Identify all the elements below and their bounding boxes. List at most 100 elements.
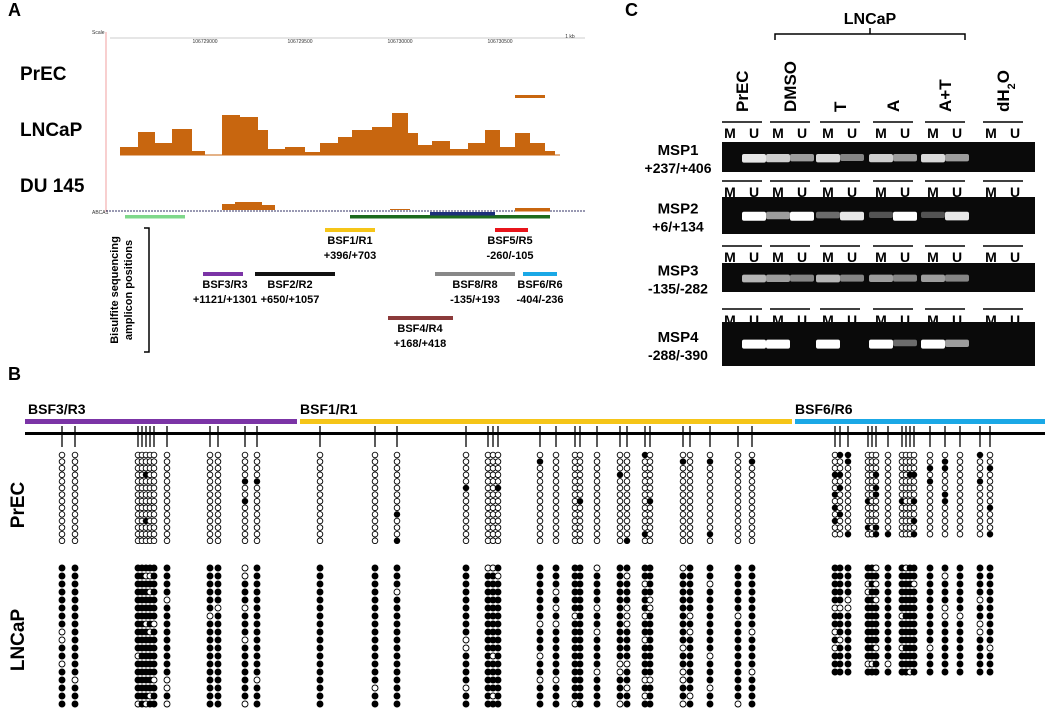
cpg-site bbox=[734, 652, 742, 660]
cpg-site bbox=[884, 636, 892, 644]
cpg-site bbox=[679, 458, 687, 465]
cpg-site bbox=[926, 604, 934, 612]
cpg-site bbox=[679, 464, 687, 472]
cpg-site bbox=[214, 517, 222, 525]
cpg-site bbox=[616, 504, 624, 512]
coverage-bar bbox=[120, 147, 138, 155]
lane-label-part: dH bbox=[994, 89, 1013, 112]
gel-band bbox=[766, 274, 790, 282]
cpg-site bbox=[150, 524, 158, 531]
cpg-site bbox=[371, 580, 379, 588]
cpg-site bbox=[214, 491, 222, 498]
cpg-site bbox=[576, 596, 584, 604]
cpg-site bbox=[686, 700, 694, 708]
cpg-site bbox=[616, 484, 624, 492]
cpg-site bbox=[910, 511, 918, 518]
cpg-site bbox=[371, 676, 379, 684]
cpg-site bbox=[371, 612, 379, 620]
cpg-site bbox=[748, 464, 756, 472]
amplicon-header: BSF1/R1 bbox=[300, 401, 358, 417]
cpg-site bbox=[58, 588, 66, 596]
cpg-site bbox=[844, 564, 852, 572]
cpg-site bbox=[748, 580, 756, 588]
cpg-site bbox=[593, 517, 601, 525]
cpg-site bbox=[241, 511, 249, 518]
cpg-site bbox=[536, 458, 544, 465]
cpg-site bbox=[71, 564, 79, 572]
cpg-site bbox=[884, 491, 892, 498]
cpg-site bbox=[150, 684, 158, 692]
cpg-site bbox=[872, 636, 880, 644]
cpg-site bbox=[836, 564, 844, 572]
cpg-site bbox=[71, 652, 79, 660]
cpg-site bbox=[686, 537, 694, 545]
gel-band bbox=[893, 274, 917, 282]
cpg-site bbox=[686, 620, 694, 628]
cpg-site bbox=[706, 458, 714, 465]
lane-sublabel: M bbox=[724, 184, 736, 200]
cpg-site bbox=[214, 504, 222, 512]
cpg-site bbox=[552, 692, 560, 700]
cpg-site bbox=[371, 572, 379, 580]
cpg-site bbox=[393, 491, 401, 498]
gel-band bbox=[893, 154, 917, 162]
cpg-site bbox=[163, 676, 171, 684]
cpg-site bbox=[956, 668, 964, 676]
cpg-site bbox=[58, 700, 66, 708]
cpg-site bbox=[910, 464, 918, 472]
cpg-site bbox=[552, 491, 560, 498]
cpg-site bbox=[494, 524, 502, 531]
cpg-site bbox=[646, 644, 654, 652]
cpg-site bbox=[623, 464, 631, 472]
cpg-site bbox=[976, 636, 984, 644]
lane-label-part: 2 bbox=[1006, 83, 1018, 89]
lane-sublabel: M bbox=[875, 249, 887, 265]
cpg-site bbox=[552, 612, 560, 620]
lane-sublabel: U bbox=[797, 125, 807, 141]
track-label: LNCaP bbox=[20, 120, 83, 141]
cpg-site bbox=[393, 517, 401, 525]
cpg-site bbox=[748, 458, 756, 465]
cpg-site bbox=[844, 644, 852, 652]
assay-name: MSP3 bbox=[658, 263, 699, 280]
cpg-site bbox=[706, 676, 714, 684]
cpg-site bbox=[576, 604, 584, 612]
cpg-site bbox=[734, 692, 742, 700]
cpg-site bbox=[748, 471, 756, 479]
cpg-site bbox=[844, 484, 852, 492]
cpg-site bbox=[884, 588, 892, 596]
cpg-site bbox=[986, 636, 994, 644]
cpg-site bbox=[371, 700, 379, 708]
cpg-site bbox=[71, 644, 79, 652]
cpg-site bbox=[623, 580, 631, 588]
cpg-site bbox=[986, 588, 994, 596]
cpg-site bbox=[163, 511, 171, 518]
cpg-site bbox=[679, 596, 687, 604]
cpg-site bbox=[593, 644, 601, 652]
cpg-site bbox=[214, 612, 222, 620]
cpg-site bbox=[976, 484, 984, 492]
cpg-site bbox=[214, 668, 222, 676]
cpg-site bbox=[706, 684, 714, 692]
cpg-site bbox=[748, 700, 756, 708]
cpg-site bbox=[371, 484, 379, 492]
cpg-site bbox=[956, 644, 964, 652]
cpg-site bbox=[206, 676, 214, 684]
cpg-site bbox=[593, 628, 601, 636]
cpg-site bbox=[150, 588, 158, 596]
lane-sublabel: M bbox=[927, 184, 939, 200]
cpg-site bbox=[623, 511, 631, 518]
cpg-site bbox=[494, 692, 502, 700]
cpg-site bbox=[593, 464, 601, 472]
cpg-site bbox=[910, 564, 918, 572]
cpg-site bbox=[956, 451, 964, 459]
cpg-site bbox=[706, 628, 714, 636]
feature-bar bbox=[430, 212, 495, 216]
cpg-site bbox=[316, 458, 324, 465]
cpg-site bbox=[646, 612, 654, 620]
cpg-site bbox=[976, 471, 984, 479]
cpg-site bbox=[956, 588, 964, 596]
cpg-site bbox=[844, 580, 852, 588]
cpg-site bbox=[623, 572, 631, 580]
